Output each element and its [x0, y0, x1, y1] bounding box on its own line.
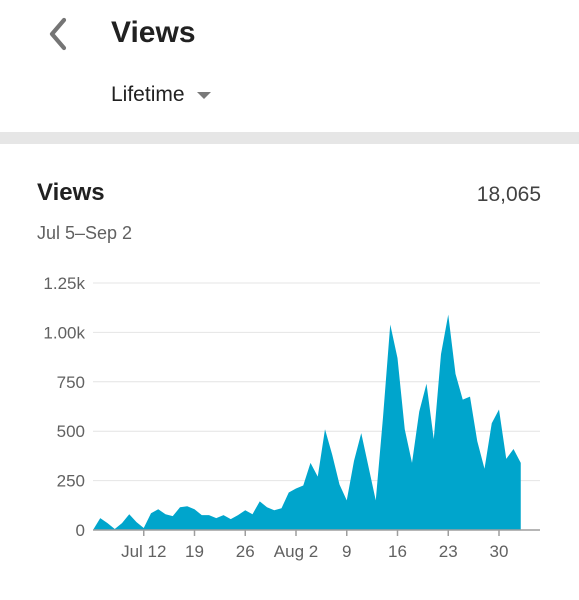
period-dropdown[interactable]: Lifetime — [111, 80, 211, 110]
caret-down-icon — [196, 91, 211, 99]
x-tick-label: 16 — [388, 542, 407, 561]
card-title: Views — [37, 179, 105, 206]
back-button[interactable] — [34, 10, 82, 58]
page-title: Views — [111, 16, 196, 49]
x-tick-label: Aug 2 — [274, 542, 318, 561]
y-tick-label: 250 — [57, 472, 85, 491]
card-date-range: Jul 5–Sep 2 — [37, 223, 133, 243]
views-series-area — [93, 314, 521, 530]
app-header: Views Lifetime — [0, 0, 579, 132]
period-selected-label: Lifetime — [111, 83, 185, 106]
section-divider — [0, 132, 579, 144]
x-tick-label: 26 — [236, 542, 255, 561]
views-chart: 0 250 500 750 1.00k 1.25k Jul 12 19 26 Aug 2 9 16 23… — [43, 274, 540, 561]
x-tick-label: 9 — [342, 542, 351, 561]
y-tick-label: 0 — [76, 521, 85, 540]
y-tick-label: 1.25k — [43, 274, 85, 293]
views-card: 0 250 500 750 1.00k 1.25k Jul 12 19 26 Aug 2 9 16 23… — [0, 144, 579, 600]
y-tick-label: 750 — [57, 373, 85, 392]
card-total: 18,065 — [476, 183, 541, 206]
y-tick-label: 1.00k — [43, 323, 85, 342]
x-tick-label: 19 — [185, 542, 204, 561]
x-tick-label: 30 — [490, 542, 509, 561]
chevron-left-icon — [49, 17, 67, 51]
y-tick-label: 500 — [57, 422, 85, 441]
x-tick-label: Jul 12 — [121, 542, 166, 561]
x-tick-label: 23 — [439, 542, 458, 561]
